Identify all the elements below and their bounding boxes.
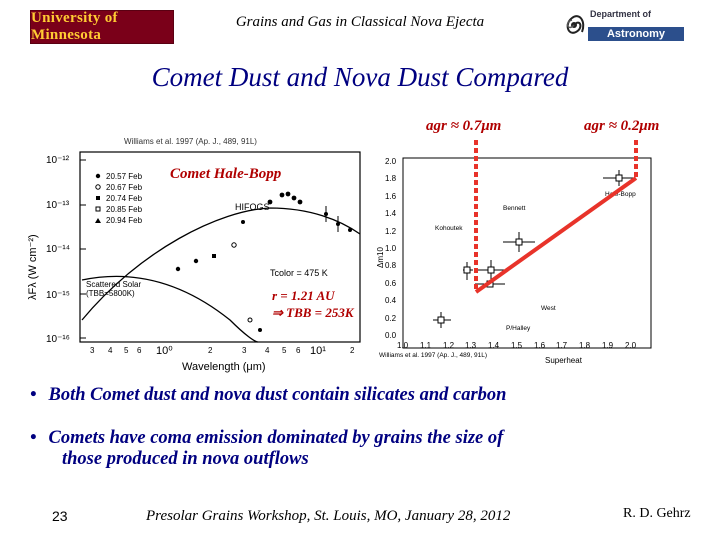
ytick: 2.0: [385, 157, 397, 166]
galaxy-icon: [566, 15, 585, 34]
comet-label: Hale-Bopp: [605, 191, 636, 198]
radius-label: r = 1.21 AU: [272, 288, 335, 303]
slide-number: 23: [52, 508, 68, 524]
ytick: 10⁻¹³: [46, 200, 70, 211]
comet-label: Kohoutek: [435, 225, 463, 232]
thermal-curve: [81, 207, 361, 321]
left-plot-citation: Williams et al. 1997 (Ap. J., 489, 91L): [124, 137, 257, 146]
ytick: 1.6: [385, 192, 397, 201]
xtick-major: 10⁰: [156, 345, 173, 357]
left-plot-frame: [79, 151, 361, 343]
legend-entry: 20.57 Feb: [106, 172, 143, 181]
superheat-plot: Δm10 2.0 1.8 1.6 1.4 1.2 1.0 0.8 0.6 0.4…: [376, 157, 652, 365]
left-xlabel: Wavelength (μm): [182, 361, 266, 373]
bullet-1-text: Both Comet dust and nova dust contain si…: [48, 385, 507, 405]
header-title: Grains and Gas in Classical Nova Ejecta: [235, 14, 485, 30]
right-plot-frame: [402, 157, 652, 349]
ytick: 0.6: [385, 279, 397, 288]
bullet-2-text-cont: those produced in nova outflows: [62, 449, 309, 469]
label-scattered: Scattered Solar (TBB=5800K): [86, 280, 142, 298]
xtick: 1.3: [465, 341, 477, 350]
footer-event: Presolar Grains Workshop, St. Louis, MO,…: [146, 508, 511, 524]
ytick: 10⁻¹⁵: [46, 290, 70, 301]
right-xlabel: Superheat: [545, 356, 583, 365]
xtick-minor: 5: [282, 346, 287, 355]
university-logo: University of Minnesota: [30, 10, 174, 44]
bullet-2-text: Comets have coma emission dominated by g…: [48, 428, 504, 448]
legend-entry: 20.67 Feb: [106, 183, 143, 192]
bullet-marker: •: [30, 385, 37, 405]
label-tcolor: Tcolor = 475 K: [270, 268, 328, 278]
xtick-minor: 4: [108, 346, 113, 355]
agr-right-label: agr ≈ 0.2μm: [584, 118, 660, 134]
comet-label: P/Halley: [506, 325, 531, 332]
astronomy-logo: Department of Astronomy: [560, 8, 690, 42]
bullet-2: • Comets have coma emission dominated by …: [30, 428, 710, 470]
xtick-minor: 3: [90, 346, 95, 355]
xtick-major: 10¹: [310, 345, 326, 357]
xtick: 1.8: [579, 341, 591, 350]
xtick: 1.9: [602, 341, 614, 350]
legend-entry: 20.94 Feb: [106, 216, 143, 225]
agr-left-label: agr ≈ 0.7μm: [426, 118, 502, 134]
xtick: 1.7: [556, 341, 568, 350]
legend-entry: 20.85 Feb: [106, 205, 143, 214]
dept-name: Astronomy: [588, 27, 684, 41]
comet-label: West: [541, 305, 556, 312]
footer-author: R. D. Gehrz: [623, 506, 691, 521]
left-ylabel: λFλ (W cm⁻²): [27, 234, 39, 300]
xtick: 1.4: [488, 341, 500, 350]
right-ylabel: Δm10: [376, 247, 385, 268]
bullet-marker: •: [30, 428, 37, 448]
ytick: 0.2: [385, 314, 397, 323]
legend-entry: 20.74 Feb: [106, 194, 143, 203]
xtick: 1.0: [397, 341, 409, 350]
xtick: 1.2: [443, 341, 455, 350]
ytick: 10⁻¹⁶: [46, 334, 70, 345]
dept-label: Department of: [590, 9, 652, 19]
comet-sed-plot: Williams et al. 1997 (Ap. J., 489, 91L) …: [27, 137, 361, 373]
ytick: 1.8: [385, 174, 397, 183]
bullet-1: • Both Comet dust and nova dust contain s…: [30, 385, 710, 406]
ytick: 10⁻¹⁴: [46, 244, 70, 255]
tbb-label: ⇒ TBB = 253K: [272, 305, 354, 320]
right-plot-citation: Williams et al. 1997 (Ap. J., 489, 91L): [379, 352, 487, 359]
ytick: 10⁻¹²: [46, 155, 70, 166]
slide-title: Comet Dust and Nova Dust Compared: [151, 62, 569, 92]
xtick: 2.0: [625, 341, 637, 350]
ytick: 0.0: [385, 331, 397, 340]
xtick: 1.1: [420, 341, 432, 350]
xtick: 1.5: [511, 341, 523, 350]
xtick: 1.6: [534, 341, 546, 350]
ytick: 0.8: [385, 261, 397, 270]
xtick-minor: 2: [208, 346, 213, 355]
ytick: 1.0: [385, 244, 397, 253]
xtick-minor: 4: [265, 346, 270, 355]
ytick: 1.4: [385, 209, 397, 218]
xtick-minor: 3: [242, 346, 247, 355]
xtick-minor: 6: [296, 346, 301, 355]
comet-hale-bopp-label: Comet Hale-Bopp: [170, 166, 282, 182]
xtick-minor: 6: [137, 346, 142, 355]
guide-trend-line: [474, 176, 638, 294]
ytick: 0.4: [385, 296, 397, 305]
ytick: 1.2: [385, 227, 397, 236]
label-hifogs: HIFOGS: [235, 202, 270, 212]
xtick-minor: 5: [124, 346, 129, 355]
comet-label: Bennett: [503, 205, 526, 212]
xtick-minor: 2: [350, 346, 355, 355]
scattered-curve: [81, 275, 259, 343]
